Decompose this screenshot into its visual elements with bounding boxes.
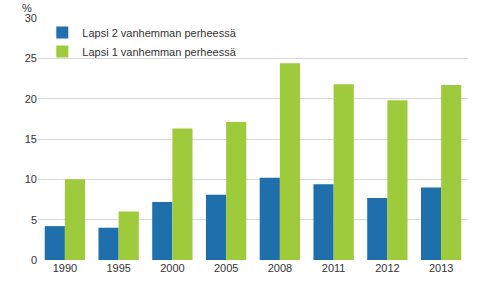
svg-text:1995: 1995 (106, 262, 130, 274)
svg-text:2013: 2013 (429, 262, 453, 274)
svg-text:25: 25 (25, 52, 37, 64)
svg-text:Lapsi 1 vanhemman perheessä: Lapsi 1 vanhemman perheessä (82, 46, 236, 58)
svg-text:20: 20 (25, 93, 37, 105)
svg-text:Lapsi 2 vanhemman perheessä: Lapsi 2 vanhemman perheessä (82, 27, 236, 39)
svg-text:30: 30 (25, 12, 37, 24)
svg-text:2011: 2011 (322, 262, 346, 274)
svg-text:%: % (22, 2, 32, 14)
svg-text:2008: 2008 (268, 262, 292, 274)
svg-text:2000: 2000 (160, 262, 184, 274)
svg-text:10: 10 (25, 173, 37, 185)
svg-text:0: 0 (31, 254, 37, 266)
svg-text:2012: 2012 (375, 262, 399, 274)
svg-text:15: 15 (25, 133, 37, 145)
svg-text:5: 5 (31, 214, 37, 226)
svg-text:2005: 2005 (214, 262, 238, 274)
svg-text:1990: 1990 (53, 262, 77, 274)
